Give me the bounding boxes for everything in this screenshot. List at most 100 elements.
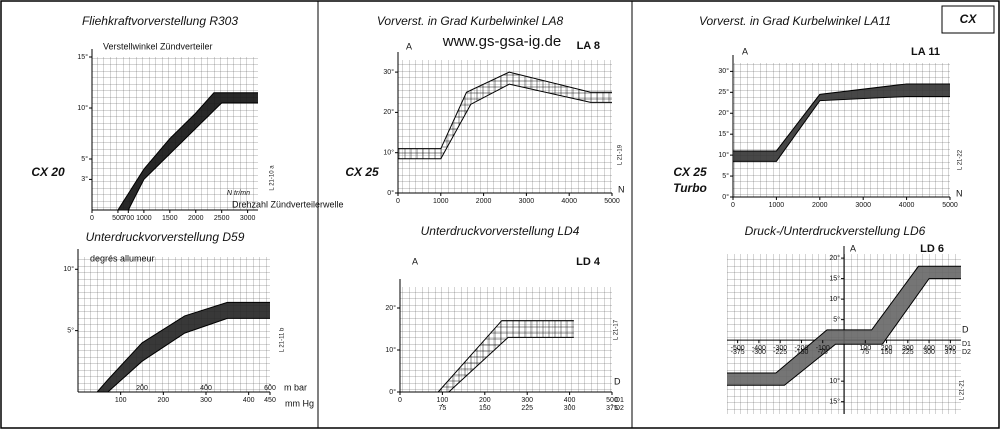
y-label: Verstellwinkel Zündverteiler: [103, 41, 213, 51]
tag: LD 4: [576, 256, 601, 268]
x-tick-label: 3000: [240, 215, 256, 222]
y-tick-label: 10°: [383, 149, 394, 157]
y-label: degrés allumeur: [90, 253, 155, 263]
x2-label: m bar: [284, 382, 307, 392]
x-tick-label: 400: [243, 397, 255, 404]
curve: [727, 265, 961, 374]
model: CX 25: [345, 165, 379, 179]
x-tick-label: 400: [564, 397, 576, 404]
y-tick-label: 20°: [385, 304, 396, 312]
x-tick-label: 500: [606, 397, 618, 404]
y-tick-label: 20°: [383, 108, 394, 116]
x-tick-label: 1500: [162, 215, 178, 222]
y-label: A: [412, 256, 418, 266]
x-tick-label: 200: [157, 397, 169, 404]
x2-tick-label: -75: [818, 349, 828, 356]
x-tick-label: 4000: [899, 202, 915, 209]
curve: [97, 317, 270, 393]
y-tick-label: 10°: [77, 104, 88, 112]
x-tick-label: 300: [521, 397, 533, 404]
x-tick-label: 500: [112, 215, 124, 222]
x-tick-label: 1000: [769, 202, 785, 209]
x2-tick-label: 75: [861, 349, 869, 356]
x2-tick-label: -300: [752, 349, 766, 356]
x-tick-label: 5000: [604, 198, 620, 205]
cx-box: [941, 5, 995, 34]
y-tick-label: 25°: [718, 88, 729, 96]
x2-tick-label: 150: [479, 405, 491, 412]
curve: [448, 336, 574, 393]
x-tick-label: 0: [396, 198, 400, 205]
chart-title: Unterdruckvorverstellung LD4: [421, 224, 580, 238]
x-tick-label: 1000: [433, 198, 449, 205]
x-label: D: [962, 324, 969, 334]
y-tick-label: 0°: [722, 193, 729, 201]
band: [117, 92, 258, 210]
axis-name: D1: [962, 341, 971, 348]
x-tick-label: 2500: [214, 215, 230, 222]
x-tick-label: 3000: [519, 198, 535, 205]
axis-name: D1: [615, 397, 624, 404]
band: [398, 72, 612, 159]
x-tick-label: 3000: [855, 202, 871, 209]
code: L 21-10 a: [270, 165, 276, 191]
tag: LA 8: [577, 40, 600, 52]
x-tick-label: 0: [731, 202, 735, 209]
curve: [96, 301, 270, 393]
y-tick-label: 30°: [718, 67, 729, 75]
code: L 21-21: [960, 379, 966, 400]
chart-title: Druck-/Unterdruckverstellung LD6: [745, 224, 926, 238]
x-tick-label: 100: [437, 397, 449, 404]
x2-tick-label: 225: [521, 405, 533, 412]
curve: [733, 96, 950, 162]
axis-name: D2: [615, 405, 624, 412]
chart-title: Fliehkraftvorverstellung R303: [82, 14, 238, 28]
x-tick-label: 1000: [136, 215, 152, 222]
x2-tick-label: 375: [945, 349, 957, 356]
website: www.gs-gsa-ig.de: [442, 33, 561, 50]
y-tick-label: 10°: [829, 377, 840, 385]
model: CX 20: [31, 165, 65, 179]
y-tick-label: 10°: [718, 151, 729, 159]
x-tick-label: 300: [200, 397, 212, 404]
x2-tick-label: 300: [564, 405, 576, 412]
x-label: N: [956, 188, 963, 198]
code: L 21-17: [614, 319, 620, 340]
x-tick-label: 2000: [812, 202, 828, 209]
y-label: A: [850, 243, 856, 253]
y-tick-label: 0°: [387, 189, 394, 197]
x-tick-label: 2000: [188, 215, 204, 222]
code: L 21-11 b: [280, 327, 286, 352]
x2-tick-label: 400: [200, 385, 212, 392]
band: [438, 320, 574, 392]
y-tick-label: 10°: [63, 265, 74, 273]
y-label: A: [742, 46, 748, 56]
x2-tick-label: 75: [439, 405, 447, 412]
x-tick-label: 700: [122, 215, 134, 222]
code: L 21-19: [618, 144, 624, 165]
y-tick-label: 15°: [77, 53, 88, 61]
y-tick-label: 30°: [383, 68, 394, 76]
curve: [437, 320, 574, 393]
tag: LA 11: [911, 46, 940, 58]
curve: [117, 92, 258, 211]
model: CX 25: [673, 165, 707, 179]
y-tick-label: 10°: [829, 295, 840, 303]
y-tick-label: 5°: [722, 172, 729, 180]
curve: [727, 278, 961, 386]
x-tick-label: 100: [115, 397, 127, 404]
curve: [127, 102, 258, 211]
model: CX: [960, 12, 978, 26]
y-tick-label: 15°: [829, 398, 840, 406]
x-tick-label: 5000: [942, 202, 958, 209]
chart-title: Vorverst. in Grad Kurbelwinkel LA8: [377, 14, 564, 28]
y-tick-label: 5°: [81, 155, 88, 163]
x2-tick-label: 150: [881, 349, 893, 356]
curve: [733, 83, 950, 152]
y-tick-label: 15°: [829, 274, 840, 282]
y-tick-label: 15°: [718, 130, 729, 138]
x2-tick-label: 600: [264, 385, 276, 392]
y-tick-label: 10°: [385, 346, 396, 354]
x2-tick-label: -375: [731, 349, 745, 356]
